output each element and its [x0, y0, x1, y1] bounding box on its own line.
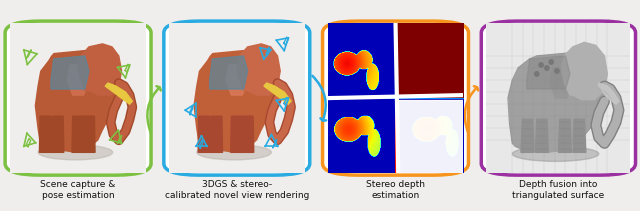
Circle shape [534, 72, 539, 76]
Polygon shape [105, 83, 132, 104]
Polygon shape [35, 50, 122, 152]
Polygon shape [599, 83, 619, 104]
Polygon shape [508, 53, 607, 152]
Polygon shape [10, 23, 146, 173]
Text: Stereo depth
estimation: Stereo depth estimation [366, 180, 425, 200]
Polygon shape [230, 116, 243, 152]
Polygon shape [169, 23, 305, 173]
FancyBboxPatch shape [164, 21, 310, 175]
Circle shape [545, 66, 549, 70]
FancyBboxPatch shape [323, 21, 468, 175]
Ellipse shape [38, 145, 113, 160]
Polygon shape [226, 65, 248, 95]
FancyBboxPatch shape [5, 21, 151, 175]
Polygon shape [535, 119, 548, 152]
Circle shape [539, 63, 543, 67]
Polygon shape [210, 56, 248, 89]
Polygon shape [193, 50, 280, 152]
Polygon shape [40, 116, 52, 152]
FancyBboxPatch shape [481, 21, 636, 175]
Ellipse shape [512, 146, 599, 161]
Polygon shape [237, 44, 280, 95]
Polygon shape [83, 116, 95, 152]
Polygon shape [67, 65, 89, 95]
Polygon shape [72, 116, 84, 152]
Polygon shape [51, 56, 89, 89]
Polygon shape [486, 23, 630, 173]
Polygon shape [264, 83, 291, 104]
Polygon shape [198, 116, 211, 152]
Ellipse shape [196, 145, 271, 160]
Polygon shape [561, 42, 607, 100]
Polygon shape [550, 68, 573, 98]
Polygon shape [78, 44, 122, 95]
Polygon shape [52, 116, 64, 152]
Circle shape [549, 60, 554, 64]
Text: Depth fusion into
triangulated surface: Depth fusion into triangulated surface [512, 180, 605, 200]
Polygon shape [397, 100, 463, 173]
Text: 3DGS & stereo-
calibrated novel view rendering: 3DGS & stereo- calibrated novel view ren… [164, 180, 309, 200]
Text: Scene capture &
pose estimation: Scene capture & pose estimation [40, 180, 116, 200]
Polygon shape [527, 56, 570, 89]
Polygon shape [241, 116, 254, 152]
Polygon shape [521, 119, 534, 152]
Polygon shape [558, 119, 572, 152]
Polygon shape [211, 116, 223, 152]
Polygon shape [573, 119, 586, 152]
Circle shape [555, 69, 559, 73]
